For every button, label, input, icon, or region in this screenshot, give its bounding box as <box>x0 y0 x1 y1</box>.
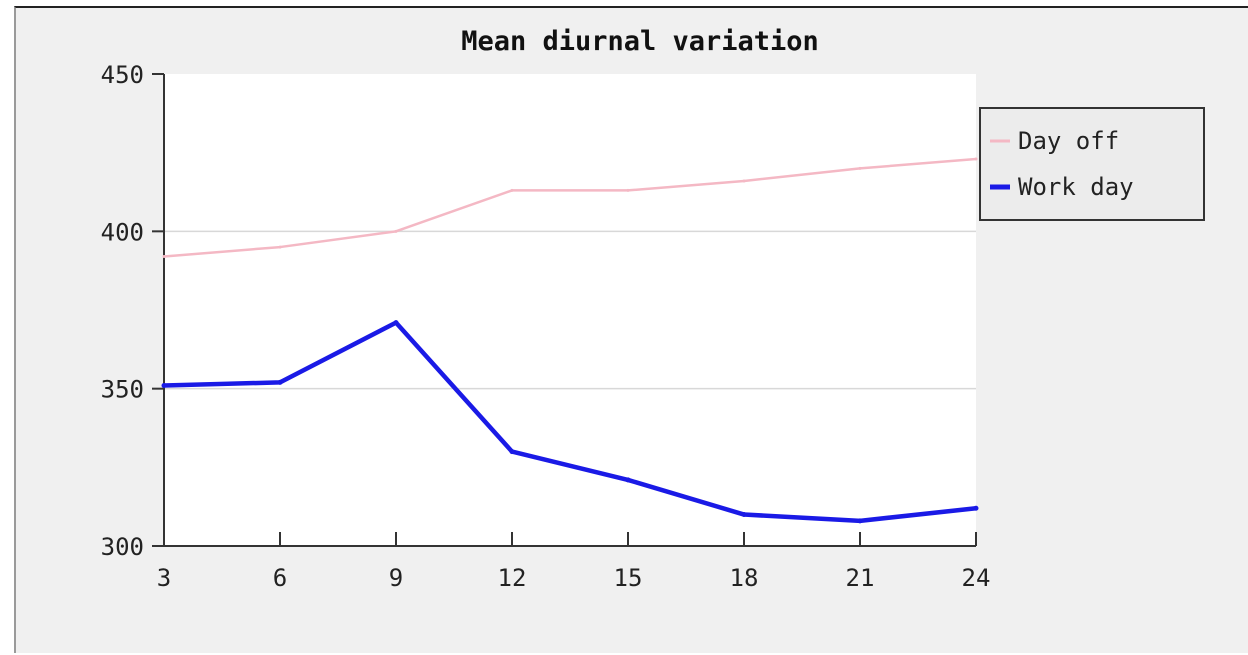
data-point-work-day-9 <box>393 320 399 326</box>
data-point-day-off-21 <box>858 166 862 170</box>
data-point-work-day-15 <box>625 477 631 483</box>
data-point-day-off-9 <box>394 229 398 233</box>
chart-frame: Mean diurnal variation 300 350 400 450 3 6 9 12… <box>14 6 1248 653</box>
data-point-work-day-3 <box>161 383 167 389</box>
data-point-work-day-21 <box>857 518 863 524</box>
data-point-work-day-24 <box>973 505 979 511</box>
x-tick-label-24: 24 <box>962 564 991 592</box>
data-point-day-off-15 <box>626 188 630 192</box>
x-tick-label-15: 15 <box>614 564 643 592</box>
x-tick-label-18: 18 <box>730 564 759 592</box>
y-tick-label-400: 400 <box>101 218 144 246</box>
y-tick-label-350: 350 <box>101 376 144 404</box>
y-tick-label-300: 300 <box>101 533 144 561</box>
chart: Mean diurnal variation 300 350 400 450 3 6 9 12… <box>101 26 1205 592</box>
legend-label-work-day: Work day <box>1018 173 1134 201</box>
legend-label-day-off: Day off <box>1018 127 1119 155</box>
legend-box <box>979 107 1205 221</box>
y-tick-label-450: 450 <box>101 61 144 89</box>
data-point-work-day-18 <box>741 512 747 518</box>
data-point-day-off-3 <box>162 255 166 259</box>
series-line-day-off <box>163 157 977 258</box>
x-tick-label-9: 9 <box>389 564 403 592</box>
data-point-day-off-12 <box>510 188 514 192</box>
legend: Day off Work day <box>979 107 1205 221</box>
series-line-work-day <box>163 320 977 524</box>
x-tick-label-3: 3 <box>157 564 171 592</box>
plot-area <box>164 74 976 546</box>
series-layer <box>161 157 979 524</box>
x-tick-label-6: 6 <box>273 564 287 592</box>
x-tick-label-21: 21 <box>846 564 875 592</box>
x-tick-label-12: 12 <box>498 564 527 592</box>
chart-title: Mean diurnal variation <box>461 26 819 57</box>
data-point-work-day-12 <box>509 449 515 455</box>
tick-labels: 300 350 400 450 3 6 9 12 15 18 21 24 <box>101 61 991 592</box>
data-point-day-off-6 <box>278 245 282 249</box>
data-point-day-off-24 <box>974 157 978 161</box>
grid-lines <box>164 230 976 390</box>
axes <box>152 73 977 547</box>
data-point-day-off-18 <box>742 179 746 183</box>
data-point-work-day-6 <box>277 379 283 385</box>
